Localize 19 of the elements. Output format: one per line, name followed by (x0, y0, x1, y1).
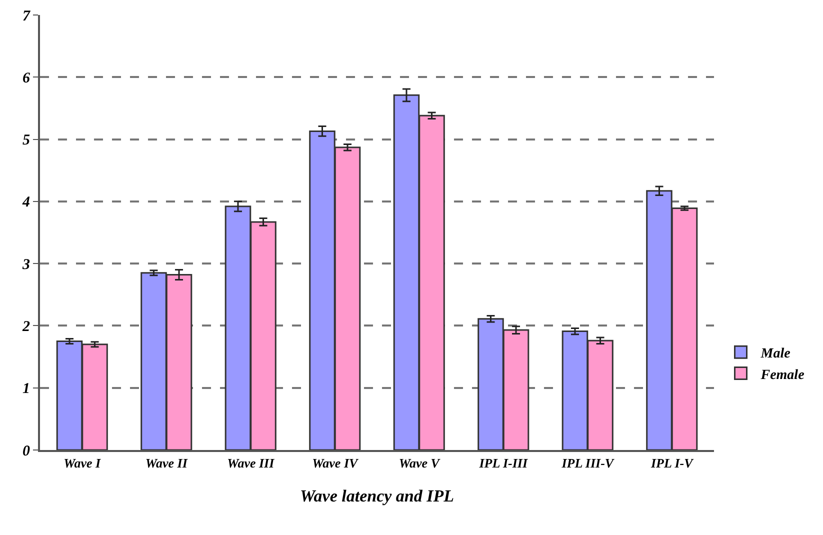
y-tick-label: 7 (22, 8, 30, 24)
x-tick-label: IPL I-V (650, 456, 694, 471)
x-tick-label: Wave I (64, 456, 102, 471)
legend-label: Female (760, 368, 804, 383)
y-tick-label: 3 (22, 256, 30, 273)
y-tick-label: 4 (22, 194, 30, 211)
y-tick-label: 0 (22, 443, 30, 460)
x-tick-label: Wave IV (312, 456, 360, 471)
x-tick-label: Wave III (227, 456, 276, 471)
y-tick-label: 2 (22, 318, 30, 335)
x-tick-label: IPL I-III (478, 456, 528, 471)
y-tick-label: 6 (22, 70, 30, 86)
y-tick-label: 5 (22, 132, 30, 149)
x-tick-label: Wave II (145, 456, 188, 471)
y-tick-label: 1 (22, 381, 30, 398)
x-tick-label: Wave V (398, 456, 441, 471)
x-tick-label: IPL III-V (560, 456, 615, 471)
legend-label: Male (760, 346, 790, 362)
x-axis-title: Wave latency and IPL (300, 486, 454, 506)
